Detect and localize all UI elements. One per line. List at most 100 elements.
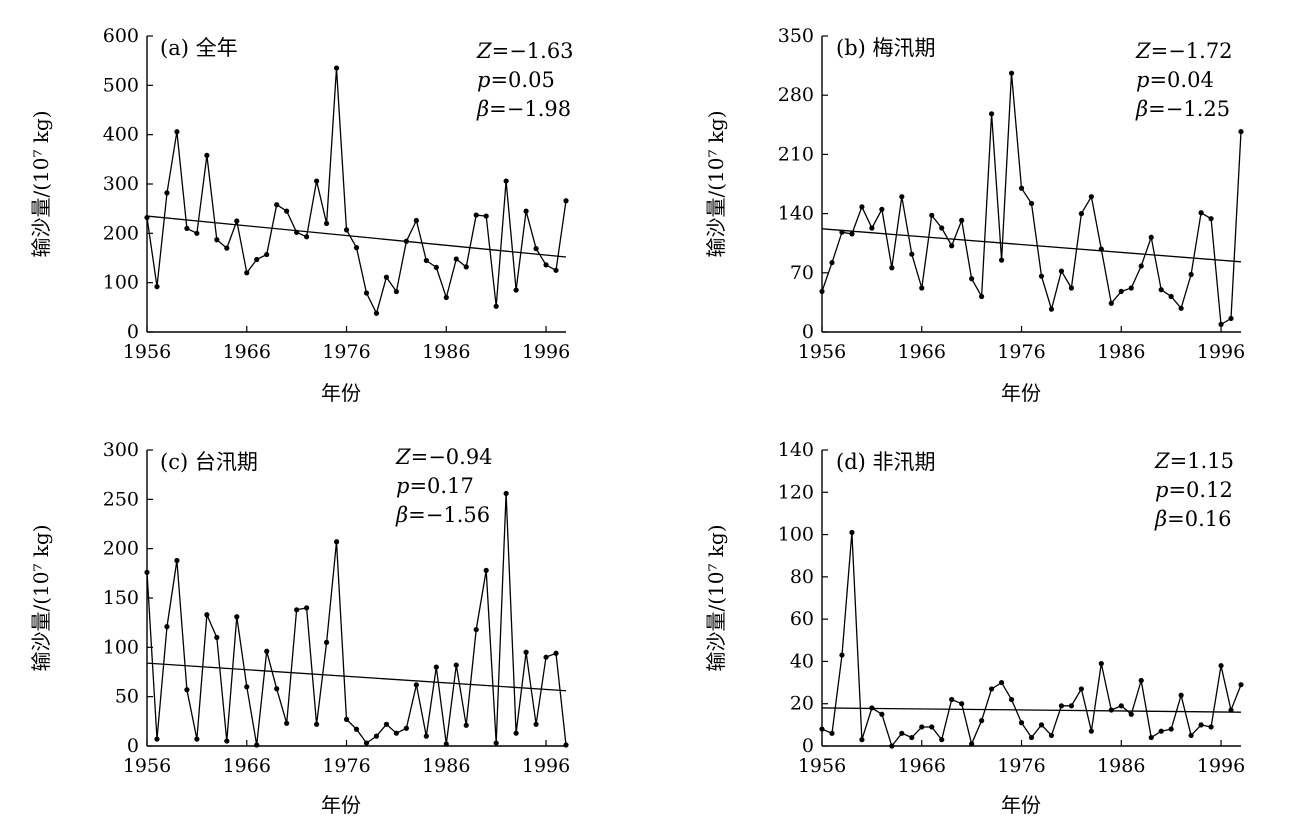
data-point xyxy=(473,212,479,218)
data-point xyxy=(393,288,400,295)
stat-value: =−1.72 xyxy=(1151,39,1233,63)
data-point xyxy=(1078,211,1084,217)
data-point xyxy=(949,696,955,703)
stat-value: =0.05 xyxy=(490,68,554,92)
y-tick-label: 600 xyxy=(103,25,139,47)
data-point xyxy=(194,736,200,742)
data-point xyxy=(543,262,549,268)
data-point xyxy=(553,267,559,273)
data-point xyxy=(1138,677,1144,684)
y-tick-label: 250 xyxy=(103,488,139,510)
data-point xyxy=(959,217,965,223)
stat-p: p=0.04 xyxy=(1136,68,1214,92)
data-point xyxy=(1018,720,1025,726)
data-point xyxy=(1028,734,1035,741)
data-point xyxy=(224,245,230,251)
data-point xyxy=(859,204,865,210)
data-point xyxy=(829,730,835,736)
x-tick-label: 1956 xyxy=(123,755,171,777)
x-tick-label: 1956 xyxy=(798,341,846,363)
data-point xyxy=(1158,287,1164,293)
stats-annotation: Z=−1.72p=0.04β=−1.25 xyxy=(1135,39,1233,121)
data-point xyxy=(969,276,975,282)
data-point xyxy=(1068,703,1075,709)
x-tick-label: 1996 xyxy=(522,341,570,363)
y-tick-label: 200 xyxy=(103,538,139,560)
y-tick-label: 100 xyxy=(103,272,139,294)
data-point xyxy=(1008,70,1015,76)
data-point xyxy=(979,293,985,300)
data-point xyxy=(929,724,935,730)
x-tick-label: 1996 xyxy=(1197,755,1245,777)
data-point xyxy=(1088,728,1094,734)
stat-beta: β=0.16 xyxy=(1154,507,1232,531)
y-axis-label: 输沙量/(10⁷ kg) xyxy=(704,110,728,257)
data-point xyxy=(204,152,210,158)
data-point xyxy=(164,624,170,630)
data-point xyxy=(333,65,340,71)
stats-annotation: Z=−0.94p=0.17β=−1.56 xyxy=(395,445,493,527)
data-point xyxy=(929,212,935,218)
data-point xyxy=(174,129,180,135)
data-point xyxy=(264,251,270,258)
data-point xyxy=(543,654,549,660)
data-point xyxy=(313,178,320,184)
data-point xyxy=(144,569,150,575)
data-point xyxy=(184,225,190,231)
data-point xyxy=(323,220,330,227)
stat-p: p=0.05 xyxy=(477,68,555,92)
data-point xyxy=(849,529,855,536)
data-point xyxy=(423,733,429,739)
data-point xyxy=(333,539,340,545)
data-point xyxy=(988,686,995,692)
x-axis-label: 年份 xyxy=(1001,793,1041,817)
data-point xyxy=(909,734,915,741)
x-tick-label: 1986 xyxy=(1097,341,1145,363)
data-point xyxy=(244,270,250,276)
data-point xyxy=(503,178,509,184)
data-point xyxy=(839,229,845,235)
data-point xyxy=(869,705,875,711)
x-tick-label: 1956 xyxy=(123,341,171,363)
y-tick-label: 60 xyxy=(790,608,814,630)
data-point xyxy=(1228,315,1234,322)
data-point xyxy=(819,288,825,295)
data-point xyxy=(1048,306,1055,312)
y-tick-label: 100 xyxy=(778,524,814,546)
series-line xyxy=(821,532,1242,748)
data-point xyxy=(1058,268,1065,274)
data-point xyxy=(254,256,260,263)
data-point xyxy=(204,612,210,618)
stat-symbol: β xyxy=(395,503,408,527)
data-point xyxy=(164,190,170,196)
y-tick-label: 500 xyxy=(103,74,139,96)
data-point xyxy=(304,234,310,240)
data-point xyxy=(1088,194,1094,200)
x-tick-label: 1966 xyxy=(223,755,271,777)
stat-symbol: Z xyxy=(1154,449,1170,473)
data-point xyxy=(533,246,539,252)
y-tick-label: 140 xyxy=(778,439,814,461)
data-point xyxy=(1128,285,1134,291)
data-point xyxy=(413,217,419,224)
y-tick-label: 280 xyxy=(778,84,814,106)
data-point xyxy=(373,310,380,316)
x-tick-label: 1976 xyxy=(997,755,1045,777)
y-tick-label: 20 xyxy=(790,693,814,715)
panel-title: (c) 台汛期 xyxy=(160,450,258,474)
data-point xyxy=(1098,660,1104,667)
chart-panel-0: 0 100 200 300 400 500 600 1956 1966 1976 1986 1996 年… xyxy=(29,25,574,405)
stat-Z: Z=−1.72 xyxy=(1135,39,1233,63)
data-point xyxy=(244,684,250,690)
stats-annotation: Z=−1.63p=0.05β=−1.98 xyxy=(476,39,574,121)
data-point xyxy=(849,231,855,237)
data-point xyxy=(254,742,260,748)
trend-line xyxy=(146,662,567,692)
data-point xyxy=(323,639,330,646)
data-point xyxy=(1108,300,1114,306)
data-point xyxy=(859,737,865,743)
y-tick-label: 0 xyxy=(802,735,814,757)
data-point xyxy=(453,256,459,262)
stat-symbol: p xyxy=(1136,68,1149,92)
data-point xyxy=(1038,722,1045,728)
